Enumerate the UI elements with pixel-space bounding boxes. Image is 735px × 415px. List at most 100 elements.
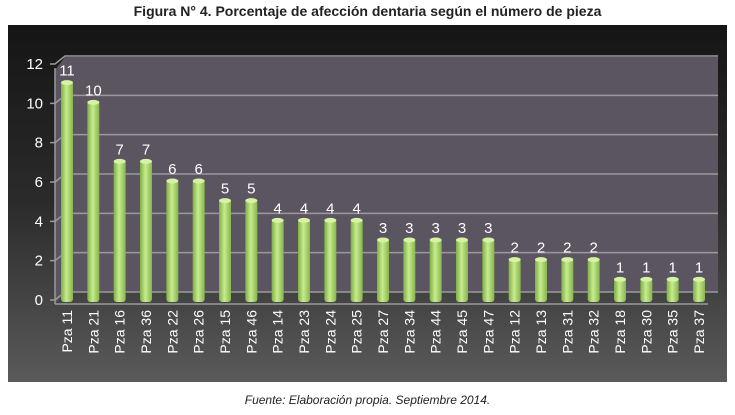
data-label: 7 [115, 141, 123, 158]
x-tick-label: Pza 45 [454, 310, 470, 354]
x-tick-label: Pza 21 [85, 310, 101, 354]
x-tick-label: Pza 27 [375, 310, 391, 354]
data-label: 2 [589, 240, 597, 257]
data-label: 1 [642, 259, 650, 276]
gridline [50, 173, 718, 183]
x-tick-label: Pza 24 [322, 310, 338, 354]
y-tick-label: 10 [26, 95, 43, 112]
bar [61, 81, 73, 303]
x-tick-label: Pza 11 [59, 310, 75, 353]
data-label: 4 [326, 200, 334, 217]
x-tick-label: Pza 35 [665, 310, 681, 354]
bar [245, 199, 258, 302]
bar-top [245, 198, 258, 204]
bar-top [271, 217, 284, 223]
bar-top [324, 217, 337, 223]
x-tick-label: Pza 46 [243, 310, 259, 354]
bar [350, 219, 363, 302]
bar-top [113, 158, 126, 164]
bar [508, 258, 521, 302]
bar-top [87, 99, 100, 105]
bar-top [456, 237, 468, 243]
data-label: 1 [616, 259, 624, 276]
x-tick-label: Pza 26 [191, 310, 207, 354]
bar [219, 199, 231, 302]
y-tick-label: 2 [35, 253, 43, 270]
bar-top [140, 158, 152, 164]
bar [87, 101, 100, 302]
bar-top [666, 276, 679, 282]
data-label: 3 [431, 220, 439, 237]
data-label: 2 [510, 240, 518, 257]
data-label: 3 [458, 220, 466, 237]
x-tick-label: Pza 22 [164, 310, 180, 354]
bar [640, 278, 653, 302]
bar-top [219, 198, 231, 204]
x-tick-label: Pza 25 [349, 310, 365, 354]
data-label: 2 [563, 240, 571, 257]
bar-top [377, 237, 389, 243]
data-label: 5 [221, 181, 229, 198]
data-label: 3 [484, 220, 492, 237]
bar [614, 278, 626, 302]
data-label: 1 [695, 259, 703, 276]
bar [324, 219, 337, 302]
x-tick-label: Pza 47 [480, 310, 496, 354]
chart-title: Figura N° 4. Porcentaje de afección dent… [133, 3, 602, 19]
gridline [50, 94, 718, 105]
x-tick-label: Pza 31 [559, 310, 575, 354]
gridline [50, 251, 718, 262]
x-tick-label: Pza 37 [691, 310, 707, 354]
data-label: 4 [300, 200, 308, 217]
bar-top [403, 237, 416, 243]
bar [377, 239, 389, 302]
bar [456, 239, 468, 302]
data-label: 6 [194, 161, 202, 178]
data-label: 2 [537, 240, 545, 257]
x-tick-label: Pza 16 [112, 310, 128, 354]
x-tick-label: Pza 30 [638, 310, 654, 354]
bar-top [166, 178, 179, 184]
data-label: 4 [273, 200, 281, 217]
y-tick-label: 4 [35, 213, 43, 230]
bar [166, 180, 179, 302]
y-tick-label: 12 [26, 56, 43, 73]
bar [113, 160, 126, 302]
bar-top [693, 276, 705, 282]
bar [535, 258, 547, 302]
data-label: 7 [142, 141, 150, 158]
gridline [50, 55, 718, 65]
source-note: Fuente: Elaboración propia. Septiembre 2… [244, 393, 491, 407]
x-tick-label: Pza 34 [401, 310, 417, 354]
bar [666, 278, 679, 302]
data-label: 1 [668, 259, 676, 276]
x-tick-label: Pza 23 [296, 310, 312, 354]
bar-top [350, 217, 363, 223]
bar [298, 219, 310, 302]
x-tick-label: Pza 12 [507, 310, 523, 354]
bar-top [508, 257, 521, 263]
bar-top [640, 276, 653, 282]
bar [587, 258, 600, 302]
x-tick-label: Pza 13 [533, 310, 549, 354]
bar [693, 278, 705, 302]
bar-top [482, 237, 495, 243]
bar [429, 239, 442, 302]
data-label: 3 [405, 220, 413, 237]
x-tick-label: Pza 18 [612, 310, 628, 354]
gridline [50, 212, 718, 223]
bar-top [561, 257, 574, 263]
bar-top [61, 80, 73, 86]
data-label: 11 [59, 63, 75, 80]
bar [482, 239, 495, 302]
data-label: 3 [379, 220, 387, 237]
data-label: 10 [85, 82, 102, 99]
bar [561, 258, 574, 302]
data-label: 5 [247, 181, 255, 198]
bar [192, 180, 205, 302]
data-label: 6 [168, 161, 176, 178]
bar-top [535, 257, 547, 263]
y-tick-label: 0 [35, 292, 43, 309]
bar [271, 219, 284, 302]
